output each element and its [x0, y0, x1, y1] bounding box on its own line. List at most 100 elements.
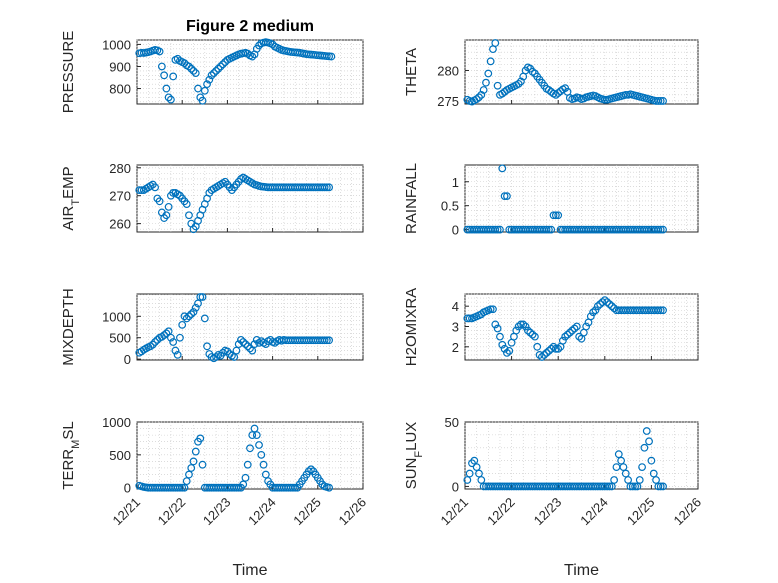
data-point — [472, 463, 481, 471]
data-point — [491, 320, 500, 329]
data-point — [207, 71, 216, 80]
y-tick-label: 50 — [445, 415, 459, 430]
data-point — [582, 322, 591, 331]
data-point — [628, 482, 637, 491]
data-point — [477, 476, 486, 484]
data-point — [482, 78, 490, 87]
data-point — [180, 483, 189, 492]
data-point — [325, 483, 334, 492]
data-point — [551, 211, 560, 220]
data-point — [246, 444, 254, 453]
data-point — [605, 300, 614, 309]
y-tick-label: 500 — [109, 448, 131, 463]
data-point — [505, 346, 514, 355]
data-point — [547, 225, 556, 234]
data-point — [598, 298, 607, 307]
chart-title: Figure 2 medium — [186, 18, 314, 35]
y-tick-label: 1000 — [102, 37, 131, 52]
data-point — [512, 326, 521, 335]
y-tick-label: 1 — [452, 175, 459, 190]
data-series — [135, 173, 334, 234]
y-tick-label: 280 — [109, 161, 131, 176]
y-tick-label: 0 — [452, 479, 459, 494]
data-point — [320, 183, 329, 192]
y-tick-label: 260 — [109, 217, 131, 232]
data-point — [176, 483, 184, 492]
data-point — [178, 483, 187, 492]
data-point — [591, 306, 600, 315]
data-point — [610, 476, 619, 484]
data-point — [498, 89, 507, 98]
data-point — [561, 332, 570, 341]
data-point — [540, 351, 549, 359]
data-point — [537, 353, 546, 361]
data-point — [209, 69, 218, 78]
data-point — [151, 183, 159, 192]
data-point — [470, 456, 479, 465]
data-point — [491, 225, 500, 234]
data-point — [243, 460, 252, 469]
y-axis-label: TERRMSL — [60, 421, 82, 489]
data-point — [200, 86, 209, 95]
data-point — [607, 482, 616, 491]
subplot-6: 2 3 4 H2OMIXRA — [403, 288, 699, 366]
subplot-5: 0 500 1000 MIXDEPTH — [60, 288, 364, 367]
data-point — [196, 293, 205, 301]
data-point — [162, 84, 171, 93]
x-tick-label: 12/23 — [531, 495, 565, 529]
data-point — [187, 310, 196, 319]
data-point — [169, 338, 178, 346]
data-point — [241, 473, 250, 482]
data-point — [621, 469, 630, 478]
data-point — [325, 183, 334, 192]
data-point — [189, 308, 198, 316]
grid-lines — [136, 421, 364, 489]
x-axis-label: Time — [564, 562, 599, 579]
data-point — [656, 225, 665, 234]
data-point — [610, 304, 619, 313]
data-point — [656, 306, 665, 315]
data-point — [325, 336, 334, 345]
data-point — [200, 314, 209, 323]
y-axis-label: AIRTEMP — [60, 166, 82, 230]
data-point — [203, 342, 211, 351]
data-point — [659, 225, 667, 234]
data-point — [162, 329, 171, 338]
data-point — [196, 434, 205, 443]
data-point — [617, 456, 626, 465]
data-point — [171, 346, 180, 355]
data-point — [596, 300, 605, 309]
data-point — [212, 353, 221, 361]
data-point — [243, 342, 252, 351]
data-point — [237, 335, 245, 344]
data-point — [486, 305, 495, 314]
data-point — [160, 331, 169, 340]
data-point — [472, 95, 481, 104]
data-point — [151, 338, 159, 346]
data-point — [257, 450, 266, 459]
data-point — [250, 340, 259, 349]
data-point — [218, 60, 227, 69]
y-tick-label: 1000 — [102, 415, 131, 430]
data-point — [198, 460, 207, 469]
grid-lines — [464, 421, 699, 489]
data-point — [187, 64, 196, 73]
data-point — [164, 202, 173, 211]
x-tick-label: 12/26 — [671, 495, 705, 529]
data-point — [593, 302, 602, 311]
data-point — [198, 96, 207, 105]
data-point — [182, 477, 191, 486]
y-tick-label: 275 — [437, 94, 459, 109]
data-point — [649, 469, 658, 478]
data-point — [160, 71, 169, 80]
data-point — [191, 447, 200, 456]
data-point — [652, 476, 660, 484]
y-axis-label: H2OMIXRA — [403, 288, 420, 366]
data-point — [496, 225, 504, 234]
data-point — [304, 467, 313, 476]
data-point — [239, 338, 248, 346]
data-point — [659, 306, 667, 315]
data-point — [489, 305, 497, 314]
data-point — [656, 482, 665, 491]
data-point — [603, 298, 612, 307]
